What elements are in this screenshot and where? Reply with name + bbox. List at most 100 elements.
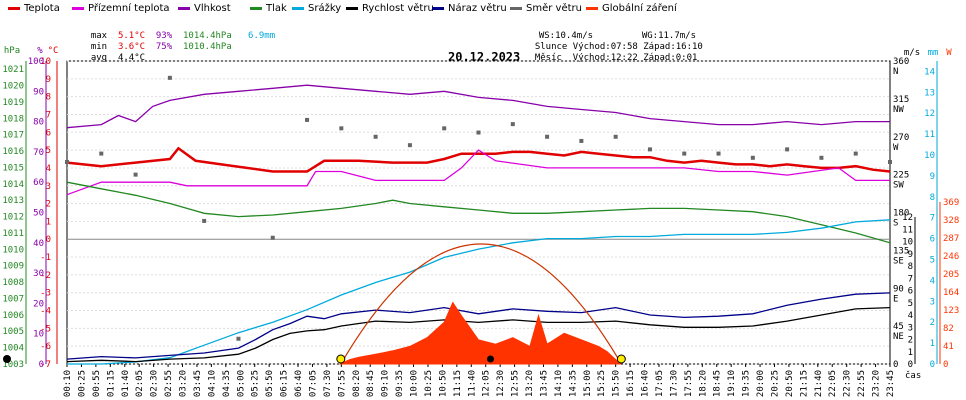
humidity-tick-label: 0 xyxy=(39,360,44,370)
x-tick-label: 01:40 xyxy=(121,370,131,397)
legend-swatch xyxy=(346,6,358,10)
wind-speed-tick-label: 11 xyxy=(902,225,913,235)
x-tick-label: 02:30 xyxy=(150,370,160,397)
x-tick-label: 23:20 xyxy=(872,370,882,397)
wind-dir-tick-label: 315 xyxy=(893,95,909,105)
x-tick-label: 19:10 xyxy=(727,370,737,397)
rain-tick-label: 4 xyxy=(930,276,935,286)
rain-tick-label: 12 xyxy=(924,109,935,119)
wind-speed-axis-label: m/s xyxy=(904,48,920,58)
x-tick-label: 05:50 xyxy=(265,370,275,397)
x-tick-label: 16:15 xyxy=(626,370,636,397)
x-tick-label: 02:05 xyxy=(135,370,145,397)
legend-label: Tlak xyxy=(266,3,287,14)
stat-avg-temp: 4.4°C xyxy=(117,53,146,63)
wind-speed-tick-label: 4 xyxy=(908,311,913,321)
wind-dir-point xyxy=(133,172,138,177)
x-tick-label: 00:55 xyxy=(92,370,102,397)
legend-label: Teplota xyxy=(24,3,60,14)
x-tick-label: 23:45 xyxy=(886,370,896,397)
wind-dir-point xyxy=(613,134,618,139)
x-tick-label: 09:35 xyxy=(395,370,405,397)
radiation-tick-label: 41 xyxy=(943,342,954,352)
x-tick-label: 15:00 xyxy=(583,370,593,397)
pressure-tick-label: 1008 xyxy=(2,278,24,288)
x-tick-label: 17:05 xyxy=(655,370,665,397)
wind-speed-tick-label: 1 xyxy=(908,348,913,358)
wind-dir-point xyxy=(236,336,241,341)
wind-dir-tick-label: 45 xyxy=(893,322,904,332)
legend-swatch xyxy=(510,6,522,10)
x-tick-label: 17:30 xyxy=(669,370,679,397)
moon-marker xyxy=(487,355,495,363)
stats-min: min 3.6°C 75% 1010.4hPa xyxy=(80,31,232,53)
pressure-tick-label: 1018 xyxy=(2,114,24,124)
moon-label: Měsíc xyxy=(534,53,562,63)
legend-label: Vlhkost xyxy=(194,3,231,14)
wind-dir-point xyxy=(65,160,69,164)
legend-item: Srážky xyxy=(292,3,341,14)
stat-label: max xyxy=(90,31,108,41)
wind-dir-tick-label: W xyxy=(893,143,899,153)
pressure-tick-label: 1010 xyxy=(2,245,24,255)
humidity-tick-label: 30 xyxy=(33,269,44,279)
wind-dir-point xyxy=(819,155,824,160)
wind-speed-max: WS:10.4m/s xyxy=(538,31,594,41)
x-tick-label: 02:55 xyxy=(164,370,174,397)
x-tick-label: 00:10 xyxy=(63,370,73,397)
x-tick-label: 06:40 xyxy=(294,370,304,397)
stat-max-temp: 5.1°C xyxy=(117,31,146,41)
radiation-tick-label: 205 xyxy=(943,270,959,280)
wind-info: WS:10.4m/s WG:11.7m/s xyxy=(528,20,696,42)
x-tick-label: 08:20 xyxy=(352,370,362,397)
legend-swatch xyxy=(586,6,598,10)
x-tick-label: 05:25 xyxy=(251,370,261,397)
wind-dir-tick-label: 360 xyxy=(893,57,909,67)
x-tick-label: 20:50 xyxy=(785,370,795,397)
wind-dir-tick-label: E xyxy=(893,294,898,304)
temp-tick-label: 2 xyxy=(46,200,51,210)
radiation-tick-label: 0 xyxy=(943,360,948,370)
rain-tick-label: 5 xyxy=(930,256,935,266)
wind-dir-point xyxy=(579,138,584,143)
humidity-tick-label: 50 xyxy=(33,209,44,219)
x-tick-label: 06:15 xyxy=(280,370,290,397)
temp-tick-label: 4 xyxy=(46,164,51,174)
humidity-tick-label: 10 xyxy=(33,330,44,340)
x-tick-label: 16:40 xyxy=(641,370,651,397)
pressure-tick-label: 1004 xyxy=(2,344,24,354)
legend-label: Náraz větru xyxy=(448,3,507,14)
wind-dir-point xyxy=(682,151,687,156)
rain-tick-label: 9 xyxy=(930,172,935,182)
x-tick-label: 00:25 xyxy=(77,370,87,397)
legend-item: Rychlost větru xyxy=(346,3,434,14)
sunset-marker xyxy=(616,354,626,364)
x-tick-label: 10:00 xyxy=(410,370,420,397)
legend: Teplota Přízemní teplota Vlhkost Tlak Sr… xyxy=(0,0,966,16)
x-tick-label: 14:10 xyxy=(554,370,564,397)
x-tick-label: 07:05 xyxy=(308,370,318,397)
temp-tick-label: 0 xyxy=(46,235,51,245)
humidity-tick-label: 100 xyxy=(28,57,44,67)
temp-tick-label: 8 xyxy=(46,93,51,103)
x-axis-label: čas xyxy=(905,370,921,381)
legend-swatch xyxy=(178,6,190,10)
x-tick-label: 05:00 xyxy=(236,370,246,397)
wind-speed-tick-label: 8 xyxy=(908,262,913,272)
pressure-tick-label: 1017 xyxy=(2,131,24,141)
x-tick-label: 20:25 xyxy=(770,370,780,397)
humidity-tick-label: 70 xyxy=(33,148,44,158)
wind-dir-tick-label: N xyxy=(893,67,898,77)
rain-tick-label: 1 xyxy=(930,339,935,349)
wind-dir-tick-label: S xyxy=(893,219,898,229)
temp-tick-label: -7 xyxy=(40,360,51,370)
plot-frame xyxy=(66,60,891,365)
wind-dir-point xyxy=(476,130,481,135)
rain-tick-label: 14 xyxy=(924,67,935,77)
wind-dir-point xyxy=(750,155,755,160)
stat-min-hum: 75% xyxy=(155,42,173,52)
rain-tick-label: 13 xyxy=(924,88,935,98)
series-line-tlak xyxy=(66,181,891,244)
legend-item: Tlak xyxy=(250,3,287,14)
pressure-tick-label: 1007 xyxy=(2,294,24,304)
